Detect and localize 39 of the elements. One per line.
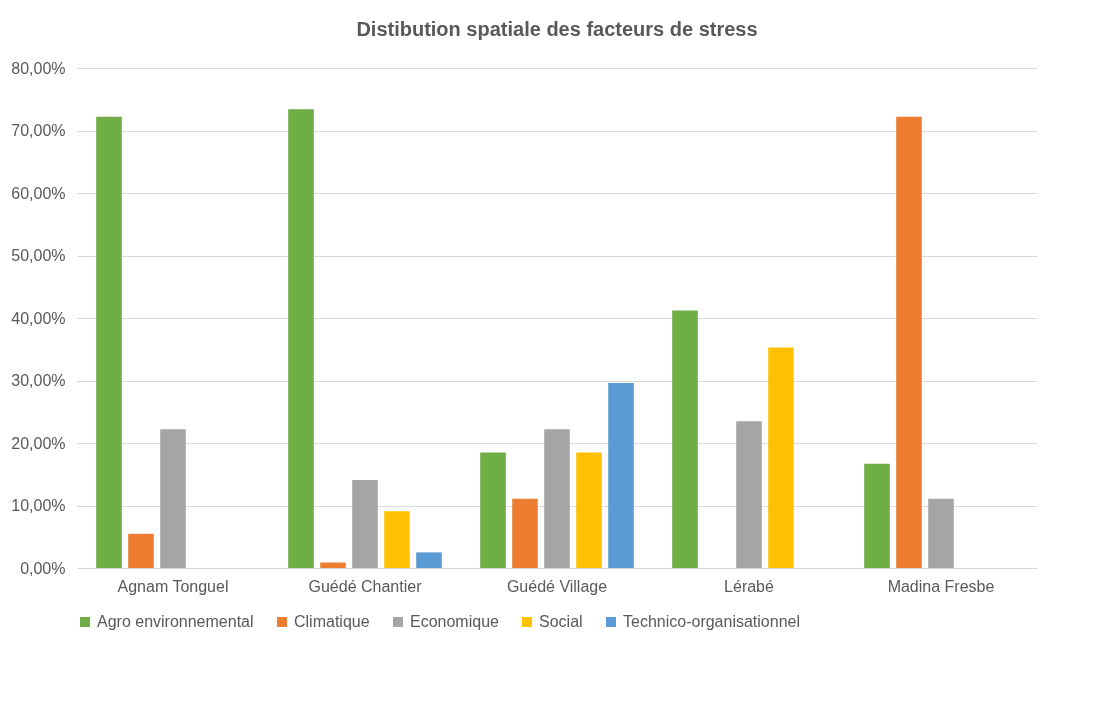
- y-tick-label: 20,00%: [11, 434, 66, 452]
- x-tick-label: Guédé Chantier: [308, 577, 423, 595]
- legend-label: Climatique: [294, 613, 370, 630]
- legend-label: Economique: [410, 613, 500, 630]
- x-tick-label: Guédé Village: [506, 577, 608, 595]
- bar: [928, 498, 954, 568]
- x-tick-label: Agnam Tonguel: [117, 577, 229, 595]
- bar: [416, 552, 442, 568]
- y-tick-label: 30,00%: [11, 372, 66, 389]
- chart-title: Distibution spatiale des facteurs de stress: [356, 18, 758, 40]
- bar: [352, 479, 378, 568]
- bar: [864, 463, 890, 568]
- y-tick-label: 70,00%: [11, 122, 66, 139]
- legend-label: Social: [539, 613, 583, 630]
- y-tick-label: 80,00%: [11, 59, 66, 77]
- bar: [480, 452, 506, 568]
- legend-label: Agro environnemental: [97, 613, 254, 630]
- bar: [672, 310, 698, 568]
- bar: [384, 511, 410, 568]
- bar: [736, 421, 762, 568]
- bar: [160, 429, 186, 568]
- y-tick-label: 50,00%: [11, 247, 66, 264]
- y-tick-label: 40,00%: [11, 309, 66, 327]
- bar: [544, 429, 570, 568]
- bar: [768, 347, 794, 568]
- x-tick-label: Lérabé: [724, 577, 775, 595]
- bar: [128, 533, 154, 568]
- legend-label: Technico-organisationnel: [623, 613, 800, 630]
- bar: [96, 116, 122, 568]
- bar: [288, 109, 314, 568]
- bar: [608, 383, 634, 568]
- x-tick-label: Madina Fresbe: [887, 577, 995, 595]
- bar: [320, 562, 346, 568]
- bar: [576, 452, 602, 568]
- y-tick-label: 0,00%: [20, 559, 66, 577]
- bar: [512, 498, 538, 568]
- y-tick-label: 10,00%: [11, 497, 66, 514]
- bar: [896, 116, 922, 568]
- y-tick-label: 60,00%: [11, 184, 66, 202]
